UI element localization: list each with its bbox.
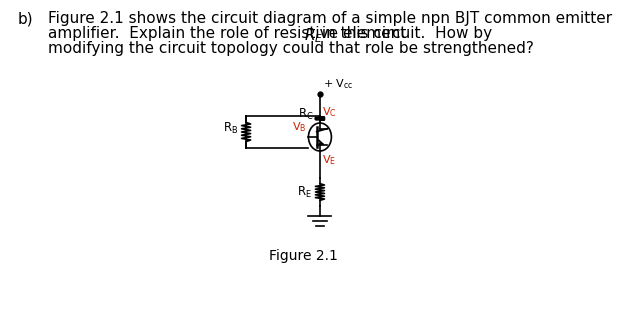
Text: $\mathit{R}_E$: $\mathit{R}_E$ (304, 26, 323, 45)
Text: in this circuit.  How by: in this circuit. How by (318, 26, 493, 41)
Text: V$_{\mathregular{E}}$: V$_{\mathregular{E}}$ (322, 153, 336, 167)
Text: amplifier.  Explain the role of resistive element: amplifier. Explain the role of resistive… (48, 26, 411, 41)
Text: Figure 2.1: Figure 2.1 (269, 249, 338, 263)
Text: modifying the circuit topology could that role be strengthened?: modifying the circuit topology could tha… (48, 41, 533, 56)
Text: R$_{\mathregular{B}}$: R$_{\mathregular{B}}$ (223, 121, 238, 136)
Text: V$_{\mathregular{B}}$: V$_{\mathregular{B}}$ (292, 120, 307, 134)
Text: V$_{\mathregular{C}}$: V$_{\mathregular{C}}$ (322, 105, 337, 119)
Text: Figure 2.1 shows the circuit diagram of a simple npn BJT common emitter: Figure 2.1 shows the circuit diagram of … (48, 11, 612, 26)
Text: b): b) (18, 11, 34, 26)
Text: R$_{\mathregular{C}}$: R$_{\mathregular{C}}$ (298, 107, 313, 122)
Text: + V$_{\mathregular{cc}}$: + V$_{\mathregular{cc}}$ (323, 77, 354, 91)
Text: R$_{\mathregular{E}}$: R$_{\mathregular{E}}$ (297, 184, 312, 199)
